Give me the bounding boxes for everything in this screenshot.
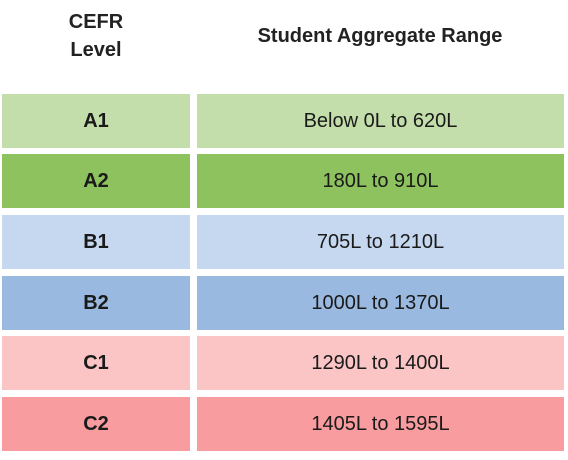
student-aggregate-range-header: Student Aggregate Range — [198, 22, 562, 50]
cefr-level-header: CEFR Level — [2, 8, 190, 64]
level-cell-a1: A1 — [2, 94, 190, 148]
range-cell-a1: Below 0L to 620L — [197, 94, 564, 148]
cefr-level-header-line1: CEFR — [2, 8, 190, 36]
table-row: B1 705L to 1210L — [0, 215, 568, 269]
range-cell-b1: 705L to 1210L — [197, 215, 564, 269]
table-row: A2 180L to 910L — [0, 154, 568, 208]
range-cell-b2: 1000L to 1370L — [197, 276, 564, 330]
table-row: B2 1000L to 1370L — [0, 276, 568, 330]
level-cell-c2: C2 — [2, 397, 190, 451]
table-row: A1 Below 0L to 620L — [0, 94, 568, 148]
range-cell-a2: 180L to 910L — [197, 154, 564, 208]
range-cell-c2: 1405L to 1595L — [197, 397, 564, 451]
cefr-level-header-line2: Level — [2, 36, 190, 64]
range-cell-c1: 1290L to 1400L — [197, 336, 564, 390]
level-cell-c1: C1 — [2, 336, 190, 390]
level-cell-a2: A2 — [2, 154, 190, 208]
table-row: C2 1405L to 1595L — [0, 397, 568, 451]
table-row: C1 1290L to 1400L — [0, 336, 568, 390]
level-cell-b2: B2 — [2, 276, 190, 330]
level-cell-b1: B1 — [2, 215, 190, 269]
